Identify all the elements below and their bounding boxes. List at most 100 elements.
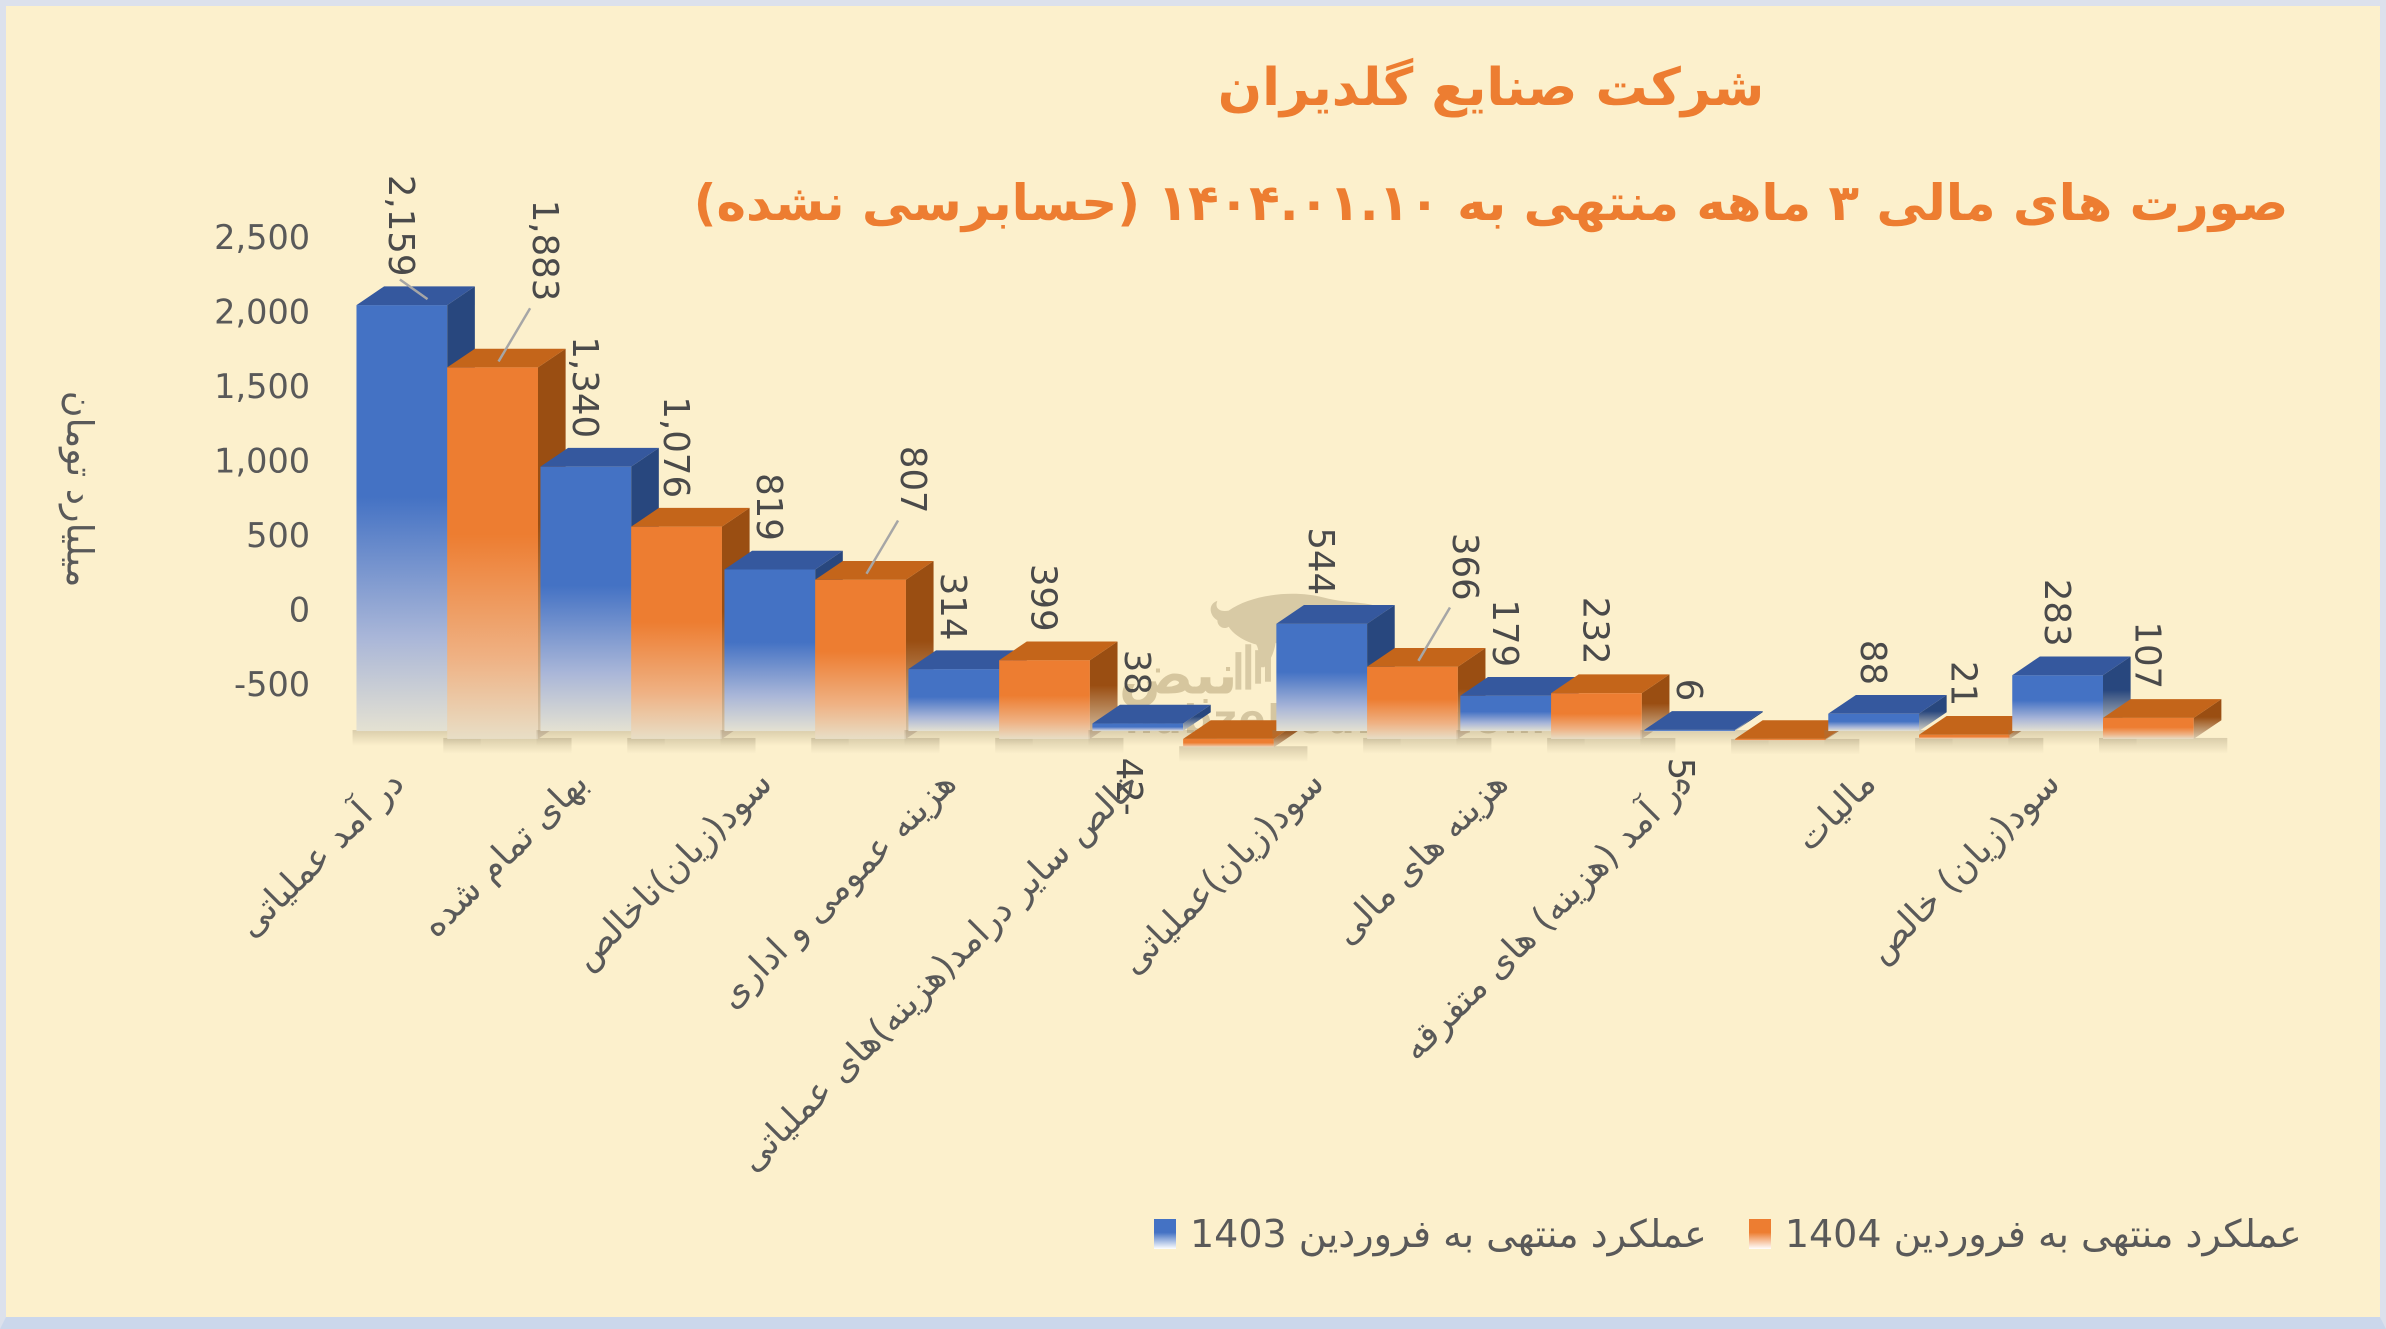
value-label-1403-4: 38 <box>1116 650 1157 695</box>
bar-front-face <box>815 579 906 739</box>
category-label-9: سود(زیان) خالص <box>1859 763 2067 971</box>
category-label-4: خالص سایر درامد(هزینه)های عملیاتی <box>731 763 1148 1180</box>
bar-front-face <box>2012 675 2104 732</box>
bar-front-face <box>1460 695 1552 732</box>
y-axis-tick-label: 0 <box>289 591 310 630</box>
bar-front-face <box>1644 729 1736 732</box>
leader-line <box>497 307 532 363</box>
bar-top-face <box>2012 656 2131 676</box>
bar-front-face <box>1919 734 2010 739</box>
bar-top-face <box>447 348 566 368</box>
value-label-1404-5: 366 <box>1444 533 1485 601</box>
y-axis-tick-label: 1,500 <box>214 367 310 406</box>
value-label-1404-9: 107 <box>2127 621 2168 689</box>
bar-front-face <box>1092 723 1184 732</box>
value-label-1404-4: 42- <box>1108 758 1149 816</box>
value-label-1404-0: 1,883 <box>524 200 565 302</box>
y-axis-title: میلیارد تومان <box>58 391 101 588</box>
leader-line <box>865 519 900 575</box>
legend: عملکرد منتهی به فروردین 1403 عملکرد منته… <box>1154 1212 2302 1256</box>
chart-subtitle: صورت های مالی ۳ ماهه منتهی به ۱۴۰۴.۰۱.۱۰… <box>693 174 2289 232</box>
legend-label-1404: عملکرد منتهی به فروردین 1404 <box>1784 1212 2302 1256</box>
bar-front-face <box>1183 738 1274 748</box>
watermark-logo-text: نبض <box>1119 644 1238 708</box>
value-label-1403-6: 179 <box>1484 599 1525 667</box>
bar-1404-9 <box>2099 699 2228 754</box>
y-axis-tick-label: 500 <box>246 516 310 555</box>
bar-top-face <box>724 550 843 570</box>
bar-front-face <box>1276 623 1368 732</box>
bar-front-face <box>1367 666 1458 739</box>
category-label-8: مالیات <box>1787 763 1884 860</box>
legend-item-1403: عملکرد منتهی به فروردین 1403 <box>1154 1212 1707 1256</box>
bar-front-face <box>724 569 816 732</box>
bar-front-face <box>908 669 1000 732</box>
value-label-1403-2: 819 <box>748 473 789 541</box>
bar-top-face <box>1460 676 1579 696</box>
bar-1403-5 <box>1272 604 1401 746</box>
bar-top-face <box>631 507 750 527</box>
category-label-0: در آمد عملیاتی <box>228 761 412 945</box>
bar-front-face <box>2103 717 2194 739</box>
value-label-1403-0: 2,159 <box>380 175 421 277</box>
bar-top-face <box>1644 711 1763 730</box>
legend-swatch-orange <box>1748 1219 1771 1249</box>
legend-label-1403: عملکرد منتهی به فروردین 1403 <box>1190 1212 1707 1256</box>
bar-top-face <box>540 447 659 467</box>
value-label-1403-3: 314 <box>932 573 973 641</box>
legend-swatch-blue <box>1154 1219 1176 1249</box>
bar-1404-3 <box>995 641 1124 754</box>
value-label-1404-7: 5- <box>1660 758 1701 793</box>
leader-line <box>399 278 429 301</box>
value-label-1404-3: 399 <box>1023 564 1064 632</box>
bar-top-face <box>1551 674 1670 694</box>
value-label-1403-7: 6 <box>1668 679 1709 702</box>
watermark-candle-bar <box>1245 644 1252 690</box>
bar-front-face <box>540 466 632 732</box>
bar-top-face <box>815 560 934 580</box>
y-axis-tick-label: 1,000 <box>214 442 310 481</box>
bar-top-face <box>1367 647 1486 667</box>
bar-front-face <box>1551 693 1642 739</box>
value-label-1403-9: 283 <box>2036 579 2077 647</box>
bar-1403-9 <box>2008 656 2137 746</box>
bar-top-face <box>1276 604 1395 624</box>
category-label-1: بهای تمام شده <box>413 763 596 946</box>
bar-front-face <box>356 305 448 732</box>
bar-top-face <box>1919 716 2038 735</box>
legend-item-1404: عملکرد منتهی به فروردین 1404 <box>1748 1212 2302 1256</box>
bar-shadow <box>1179 746 1308 763</box>
value-label-1403-8: 88 <box>1852 640 1893 685</box>
bar-front-face <box>631 526 722 739</box>
bar-top-face <box>1828 694 1947 714</box>
bar-top-face <box>1735 720 1854 739</box>
bar-shadow <box>2099 737 2228 754</box>
bar-side-face <box>1735 711 1763 732</box>
chart-title: شرکت صنایع گلدیران <box>1217 58 1765 118</box>
bar-front-face <box>447 367 538 739</box>
y-axis-tick-label: 2,000 <box>214 293 310 332</box>
value-label-1404-6: 232 <box>1575 597 1616 665</box>
bar-1403-4 <box>1088 704 1217 746</box>
bar-top-face <box>1183 720 1302 739</box>
category-label-2: سود(زیان)ناخالص <box>565 763 780 978</box>
bar-top-face <box>2103 699 2222 718</box>
value-label-1403-1: 1,340 <box>564 336 605 438</box>
value-label-1404-1: 1,076 <box>655 396 696 498</box>
category-label-7: در آمد (هزینه) های متفرقه <box>1393 761 1700 1068</box>
bar-front-face <box>1828 713 1920 732</box>
bar-front-face <box>1735 738 1826 741</box>
category-label-6: هزینه های مالی <box>1326 763 1516 953</box>
bar-front-face <box>999 660 1090 739</box>
bar-top-face <box>999 641 1118 661</box>
bar-side-face <box>1919 694 1947 732</box>
bar-side-face <box>1183 704 1211 732</box>
value-label-1404-2: 807 <box>892 446 933 514</box>
bar-1404-4 <box>1179 720 1308 763</box>
bar-top-face <box>356 286 475 306</box>
bar-top-face <box>1092 704 1211 724</box>
bar-side-face <box>2193 699 2222 739</box>
watermark-candle-bar <box>1235 652 1242 690</box>
value-label-1404-8: 21 <box>1943 661 1984 706</box>
